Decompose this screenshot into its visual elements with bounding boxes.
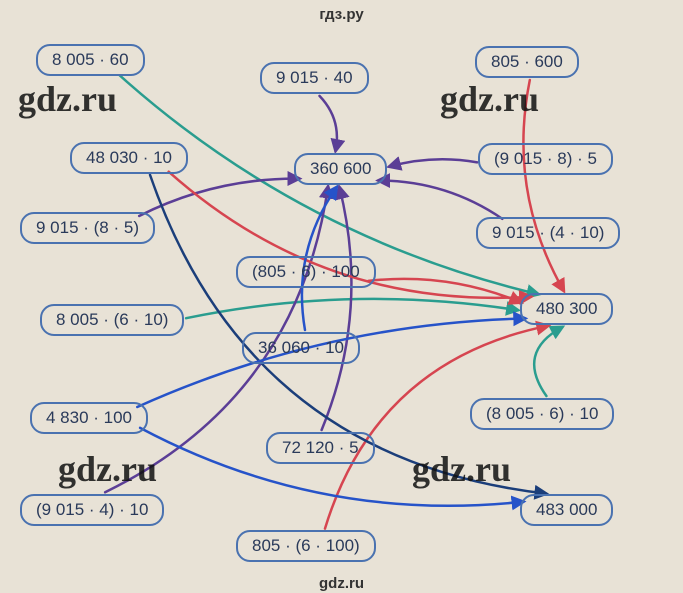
node-n12: 36 060 · 10: [242, 332, 360, 364]
node-n11: 480 300: [520, 293, 613, 325]
node-n15: 72 120 · 5: [266, 432, 375, 464]
node-n6: (9 015 · 8) · 5: [478, 143, 613, 175]
page-header: гдз.ру: [0, 6, 683, 23]
node-n7: 9 015 · (8 · 5): [20, 212, 155, 244]
node-n2: 9 015 · 40: [260, 62, 369, 94]
node-n13: 4 830 · 100: [30, 402, 148, 434]
node-n9: (805 · 6) · 100: [236, 256, 376, 288]
node-n5: 360 600: [294, 153, 387, 185]
node-n18: 805 · (6 · 100): [236, 530, 376, 562]
node-n16: (9 015 · 4) · 10: [20, 494, 164, 526]
node-n17: 483 000: [520, 494, 613, 526]
node-n8: 9 015 · (4 · 10): [476, 217, 620, 249]
node-n14: (8 005 · 6) · 10: [470, 398, 614, 430]
node-n10: 8 005 · (6 · 10): [40, 304, 184, 336]
node-n1: 8 005 · 60: [36, 44, 145, 76]
node-n4: 48 030 · 10: [70, 142, 188, 174]
node-n3: 805 · 600: [475, 46, 579, 78]
page-footer: gdz.ru: [0, 575, 683, 592]
